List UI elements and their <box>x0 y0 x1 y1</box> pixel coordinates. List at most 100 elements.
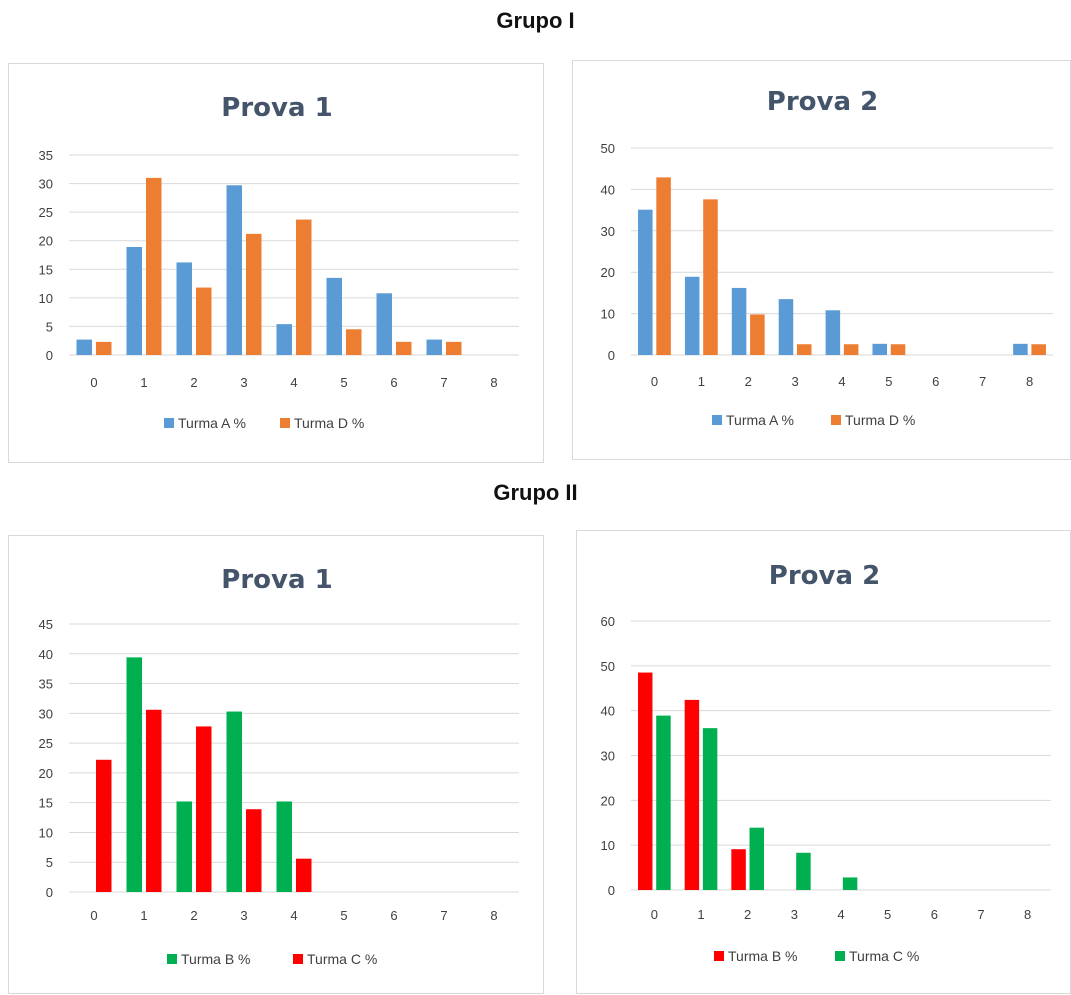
bar-series-2 <box>656 715 671 890</box>
bar-series-1 <box>684 699 700 890</box>
bar-series-1 <box>376 293 392 355</box>
x-tick-label: 7 <box>440 908 447 923</box>
bar-series-2 <box>296 858 312 892</box>
bar-series-1 <box>872 343 888 355</box>
y-tick-label: 30 <box>39 706 53 721</box>
y-tick-label: 35 <box>39 148 53 163</box>
bar-series-2 <box>246 233 262 355</box>
bar-series-2 <box>96 341 112 355</box>
y-tick-label: 5 <box>46 855 53 870</box>
y-tick-label: 40 <box>39 647 53 662</box>
legend-label: Turma A % <box>178 415 246 431</box>
x-tick-label: 4 <box>290 375 297 390</box>
y-tick-label: 45 <box>39 617 53 632</box>
y-tick-label: 5 <box>46 319 53 334</box>
x-tick-label: 0 <box>90 908 97 923</box>
bar-series-2 <box>703 199 718 355</box>
y-tick-label: 30 <box>39 177 53 192</box>
chart-panel-grupo2-prova1: Prova 1 0 5 10 15 20 25 30 35 40 45 0 1 2 3 4 5 6 7 8 Turma … <box>8 535 544 994</box>
legend-label: Turma B % <box>181 951 251 967</box>
x-tick-label: 3 <box>791 374 798 389</box>
bar-series-2 <box>656 177 671 355</box>
x-tick-label: 7 <box>979 374 986 389</box>
legend-label: Turma C % <box>307 951 377 967</box>
bar-series-2 <box>446 341 462 355</box>
y-tick-label: 30 <box>601 224 615 239</box>
bar-series-1 <box>226 711 242 892</box>
bar-series-2 <box>96 759 112 892</box>
legend-label: Turma C % <box>849 948 919 964</box>
y-tick-label: 10 <box>601 838 615 853</box>
x-tick-label: 2 <box>745 374 752 389</box>
x-tick-label: 5 <box>885 374 892 389</box>
y-tick-label: 50 <box>601 659 615 674</box>
chart-svg: Prova 2 0 10 20 30 40 50 60 0 1 2 3 4 5 6 7 8 Turma B % Tu… <box>601 561 1051 964</box>
legend-swatch <box>714 951 724 961</box>
x-tick-label: 1 <box>698 374 705 389</box>
x-tick-label: 7 <box>977 907 984 922</box>
y-tick-label: 20 <box>601 265 615 280</box>
y-tick-label: 0 <box>608 348 615 363</box>
legend-swatch <box>835 951 845 961</box>
x-tick-label: 0 <box>651 907 658 922</box>
bar-series-1 <box>778 299 794 355</box>
chart-panel-grupo2-prova2: Prova 2 0 10 20 30 40 50 60 0 1 2 3 4 5 6 7 8 Turma B % Tu… <box>576 530 1071 994</box>
y-tick-label: 25 <box>39 736 53 751</box>
chart-svg: Prova 1 0 5 10 15 20 25 30 35 0 1 2 3 4 5 6 7 8 Turma A % T… <box>39 93 519 431</box>
chart-title: Prova 1 <box>221 93 332 123</box>
y-tick-label: 20 <box>601 793 615 808</box>
group-title-2: Grupo II <box>493 480 578 505</box>
bar-series-2 <box>796 852 811 890</box>
y-tick-label: 10 <box>39 291 53 306</box>
bar-series-2 <box>196 287 212 355</box>
x-tick-label: 3 <box>791 907 798 922</box>
bar-series-1 <box>176 801 192 892</box>
x-tick-label: 6 <box>931 907 938 922</box>
bar-series-1 <box>126 657 142 892</box>
legend-label: Turma A % <box>726 412 794 428</box>
y-tick-label: 15 <box>39 796 53 811</box>
x-tick-label: 2 <box>744 907 751 922</box>
legend-swatch <box>164 418 174 428</box>
bar-series-1 <box>276 324 292 355</box>
y-tick-label: 40 <box>601 182 615 197</box>
chart-panel-grupo1-prova2: Prova 2 0 10 20 30 40 50 0 1 2 3 4 5 6 7 8 Turma A % Turm… <box>572 60 1071 460</box>
x-tick-label: 7 <box>440 375 447 390</box>
x-tick-label: 5 <box>340 908 347 923</box>
bar-series-1 <box>684 276 700 355</box>
x-tick-label: 1 <box>697 907 704 922</box>
x-tick-label: 1 <box>140 375 147 390</box>
chart-panel-grupo1-prova1: Prova 1 0 5 10 15 20 25 30 35 0 1 2 3 4 5 6 7 8 Turma A % T… <box>8 63 544 463</box>
x-tick-label: 8 <box>490 908 497 923</box>
y-tick-label: 20 <box>39 766 53 781</box>
x-tick-label: 8 <box>1026 374 1033 389</box>
bar-series-1 <box>731 287 747 355</box>
x-tick-label: 5 <box>340 375 347 390</box>
bar-series-1 <box>176 262 192 355</box>
x-tick-label: 8 <box>490 375 497 390</box>
x-tick-label: 0 <box>90 375 97 390</box>
x-tick-label: 4 <box>290 908 297 923</box>
bar-series-2 <box>890 344 906 355</box>
bar-series-1 <box>426 339 442 355</box>
y-tick-label: 50 <box>601 141 615 156</box>
bar-series-2 <box>842 877 858 890</box>
x-tick-label: 0 <box>651 374 658 389</box>
y-tick-label: 40 <box>601 704 615 719</box>
legend-label: Turma B % <box>728 948 798 964</box>
bar-series-2 <box>396 341 412 355</box>
bar-series-2 <box>702 728 718 890</box>
y-tick-label: 25 <box>39 205 53 220</box>
bar-series-2 <box>296 219 312 355</box>
x-tick-label: 4 <box>838 374 845 389</box>
y-tick-label: 0 <box>46 885 53 900</box>
x-tick-label: 8 <box>1024 907 1031 922</box>
bar-series-1 <box>76 339 92 355</box>
x-tick-label: 6 <box>390 908 397 923</box>
x-tick-label: 6 <box>390 375 397 390</box>
x-tick-label: 3 <box>240 375 247 390</box>
legend-label: Turma D % <box>845 412 915 428</box>
legend-label: Turma D % <box>294 415 364 431</box>
x-tick-label: 1 <box>140 908 147 923</box>
